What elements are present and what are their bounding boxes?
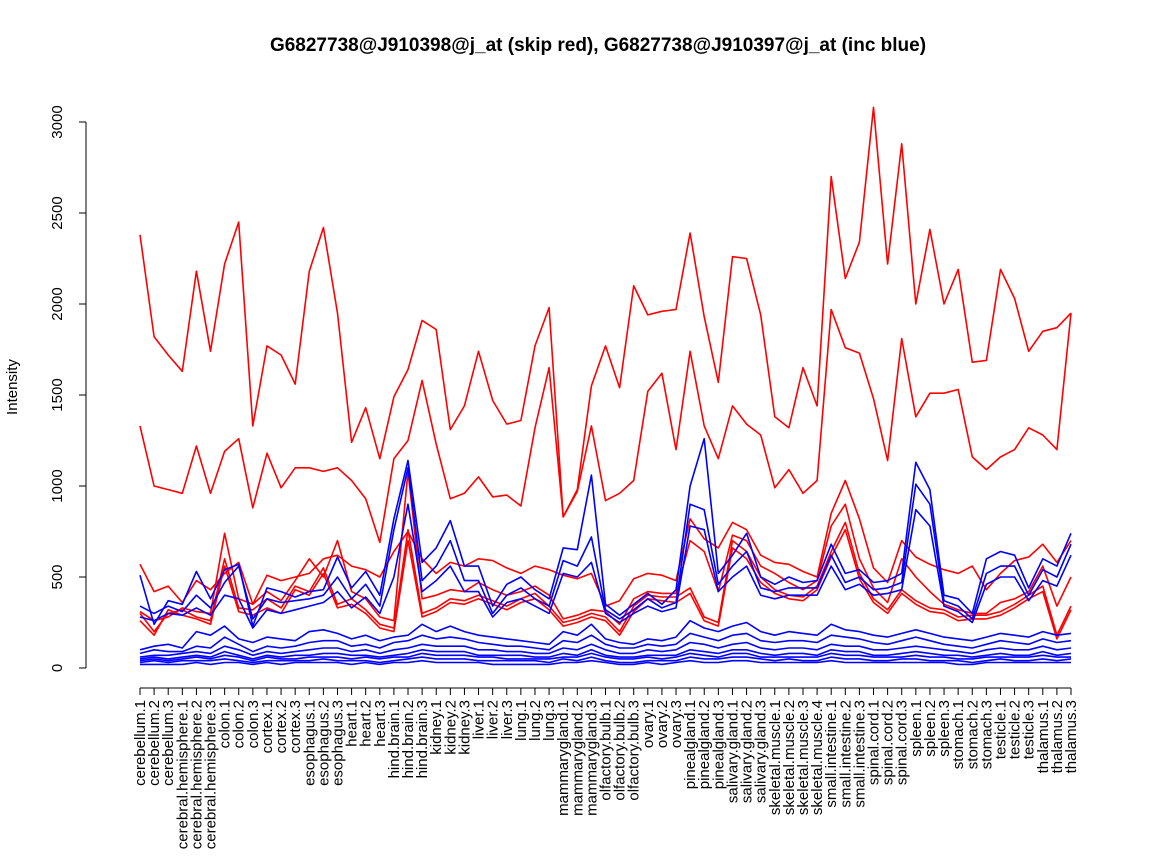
x-tick-label: spinal.cord.2 [880, 700, 897, 785]
x-tick-label: pinealgland.3 [710, 700, 727, 789]
x-tick-label: cerebellum.3 [160, 700, 177, 786]
x-tick-label: liver.3 [499, 700, 516, 739]
x-tick-label: salivary.gland.1 [724, 700, 741, 803]
x-tick-label: lung.1 [513, 700, 530, 741]
x-tick-label: lung.3 [541, 700, 558, 741]
x-tick-label: cerebral.hemisphere.3 [203, 700, 220, 849]
series-line-blue-10 [139, 619, 1072, 651]
x-tick-label: kidney.3 [456, 700, 473, 755]
series-line-blue-8 [139, 466, 1072, 620]
x-tick-label: pinealgland.2 [696, 700, 713, 789]
series-line-blue-14 [139, 652, 1071, 662]
y-tick-label: 500 [49, 564, 66, 589]
x-tick-label: salivary.gland.3 [753, 700, 770, 803]
x-tick-label: heart.2 [358, 700, 375, 747]
series-line-blue-13 [139, 648, 1072, 660]
x-tick-label: colon.1 [217, 700, 234, 748]
series-line-red-2 [139, 308, 1072, 544]
y-axis: 0 500 1000 1500 2000 2500 3000 [49, 105, 87, 672]
series-group [139, 106, 1072, 666]
x-tick-label: colon.3 [245, 700, 262, 748]
x-tick-label: cortex.2 [273, 700, 290, 753]
x-tick-label: esophagus.1 [301, 700, 318, 786]
x-tick-label: esophagus.2 [315, 700, 332, 786]
x-tick-label: stomach.3 [978, 700, 995, 769]
x-tick-label: cerebellum.1 [132, 700, 149, 786]
x-tick-label: skeletal.muscle.2 [781, 700, 798, 815]
x-tick-label: cortex.1 [259, 700, 276, 753]
x-tick-label: hind.brain.2 [400, 700, 417, 778]
y-tick-label: 2000 [49, 287, 66, 320]
x-tick-label: skeletal.muscle.4 [809, 700, 826, 815]
x-tick-label: ovary.2 [654, 700, 671, 748]
x-tick-label: liver.1 [471, 700, 488, 739]
x-tick-label: spinal.cord.1 [866, 700, 883, 785]
x-tick-label: spinal.cord.3 [894, 700, 911, 785]
x-tick-label: cerebral.hemisphere.1 [174, 700, 191, 849]
y-axis-label: Intensity [4, 359, 21, 415]
x-tick-label: heart.3 [372, 700, 389, 747]
series-line-red-5 [139, 528, 1072, 640]
x-tick-label: salivary.gland.2 [739, 700, 756, 803]
series-line-blue-7 [139, 437, 1072, 627]
x-tick-label: spleen.3 [936, 700, 953, 757]
series-line-red-1 [139, 106, 1072, 518]
series-line-blue-9 [139, 503, 1072, 629]
x-tick-label: heart.1 [344, 700, 361, 747]
x-tick-label: lung.2 [527, 700, 544, 741]
x-tick-label: skeletal.muscle.3 [795, 700, 812, 815]
x-tick-label: hind.brain.1 [386, 700, 403, 778]
y-tick-label: 2500 [49, 196, 66, 229]
y-tick-label: 1500 [49, 378, 66, 411]
x-tick-label: stomach.1 [950, 700, 967, 769]
x-tick-label: testicle.2 [1007, 700, 1024, 759]
series-line-blue-15 [139, 656, 1072, 664]
x-tick-label: cerebral.hemisphere.2 [188, 700, 205, 849]
x-tick-label: hind.brain.3 [414, 700, 431, 778]
x-tick-label: ovary.1 [640, 700, 657, 748]
x-tick-label: liver.2 [485, 700, 502, 739]
x-axis: cerebellum.1cerebellum.2cerebellum.3cere… [132, 687, 1080, 849]
x-tick-label: spleen.1 [908, 700, 925, 757]
x-tick-label: cerebellum.2 [146, 700, 163, 786]
x-tick-label: small.intestine.1 [823, 700, 840, 808]
series-line-blue-12 [139, 641, 1072, 658]
x-tick-label: mammarygland.1 [555, 700, 572, 816]
x-tick-label: mammarygland.2 [569, 700, 586, 816]
y-tick-label: 0 [49, 664, 66, 672]
x-tick-label: testicle.1 [992, 700, 1009, 759]
y-tick-label: 1000 [49, 469, 66, 502]
x-tick-label: skeletal.muscle.1 [767, 700, 784, 815]
series-line-blue-11 [139, 632, 1072, 655]
chart-title: G6827738@J910398@j_at (skip red), G68277… [270, 35, 926, 56]
y-tick-label: 3000 [49, 105, 66, 138]
x-tick-label: mammarygland.3 [583, 700, 600, 816]
x-tick-label: cortex.3 [287, 700, 304, 753]
x-tick-label: testicle.3 [1021, 700, 1038, 759]
series-line-blue-16 [140, 659, 1071, 666]
x-tick-label: olfactory.bulb.3 [626, 700, 643, 801]
x-tick-label: thalamus.3 [1063, 700, 1080, 773]
x-tick-label: spleen.2 [922, 700, 939, 757]
x-tick-label: pinealgland.1 [682, 700, 699, 789]
x-tick-label: ovary.3 [668, 700, 685, 748]
x-tick-label: small.intestine.3 [851, 700, 868, 808]
x-tick-label: kidney.2 [442, 700, 459, 755]
x-tick-label: kidney.1 [428, 700, 445, 755]
x-tick-label: olfactory.bulb.1 [598, 700, 615, 801]
x-tick-label: colon.2 [231, 700, 248, 748]
x-tick-label: esophagus.3 [329, 700, 346, 786]
x-tick-label: thalamus.1 [1035, 700, 1052, 773]
series-line-red-4 [139, 521, 1072, 637]
x-tick-label: stomach.2 [964, 700, 981, 769]
x-tick-label: small.intestine.2 [837, 700, 854, 808]
x-tick-label: thalamus.2 [1049, 700, 1066, 773]
x-tick-label: olfactory.bulb.2 [612, 700, 629, 801]
